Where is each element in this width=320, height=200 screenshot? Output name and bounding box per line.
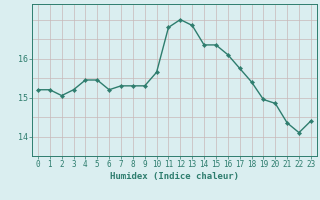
X-axis label: Humidex (Indice chaleur): Humidex (Indice chaleur) [110,172,239,181]
